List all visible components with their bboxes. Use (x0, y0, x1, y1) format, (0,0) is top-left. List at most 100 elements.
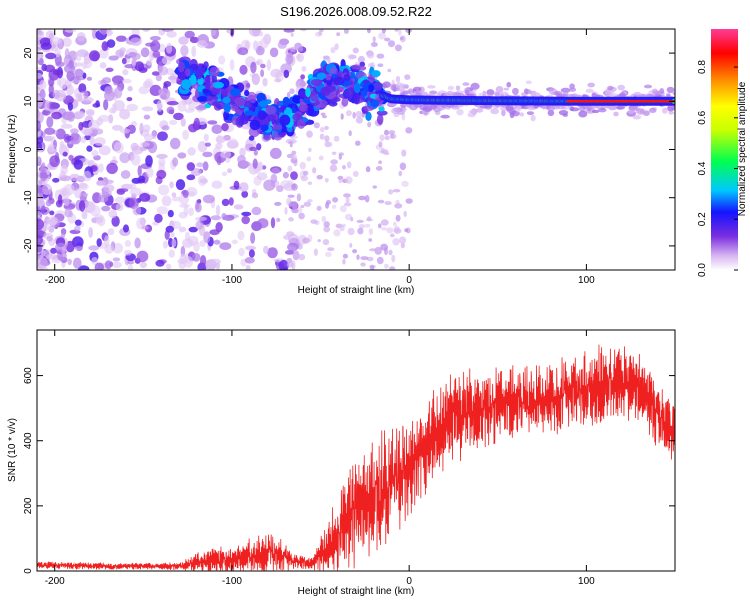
heatmap-cell-662 (280, 63, 292, 74)
heatmap-cell-904 (358, 224, 366, 229)
heatmap-cell-249 (45, 30, 56, 39)
heatmap-cell-819 (215, 142, 223, 150)
heatmap-cell-746 (57, 194, 63, 205)
heatmap-cell-895 (210, 215, 221, 221)
heatmap-cell-882 (67, 102, 73, 111)
heatmap-cell-713 (139, 261, 147, 269)
heatmap-cell-2262 (203, 61, 209, 69)
heatmap-cell-2234 (372, 81, 383, 91)
heatmap-cell-985 (324, 135, 330, 143)
heatmap-cell-169 (98, 48, 109, 59)
heatmap-cell-449 (41, 63, 47, 72)
heatmap-cell-1020 (390, 233, 395, 238)
heatmap-cell-839 (95, 180, 106, 187)
heatmap-cell-64 (108, 114, 114, 124)
heatmap-cell-1115 (324, 178, 329, 183)
heatmap-cell-349 (257, 218, 269, 229)
heatmap-cell-1579 (530, 114, 536, 122)
heatmap-cell-1462 (666, 86, 675, 94)
heatmap-cell-947 (306, 130, 313, 138)
heatmap-cell-701 (42, 110, 51, 116)
heatmap-cell-1077 (338, 179, 343, 184)
heatmap-cell-2187 (353, 93, 360, 105)
heatmap-cell-792 (37, 256, 48, 269)
heatmap-cell-293 (112, 257, 121, 262)
heatmap-cell-1659 (512, 87, 519, 95)
heatmap-cell-655 (113, 81, 119, 86)
colorbar: 0.0 0.2 0.4 0.6 0.8 Normalized spectral ampl… (697, 29, 748, 277)
heatmap-cell-759 (82, 192, 89, 197)
heatmap-cell-859 (182, 190, 189, 199)
heatmap-cell-2263 (280, 105, 286, 111)
heatmap-cell-16 (213, 239, 221, 245)
heatmap-cell-798 (50, 36, 62, 45)
heatmap-cell-897 (287, 242, 299, 252)
heatmap-cell-205 (103, 99, 109, 111)
heatmap-cell-809 (37, 135, 44, 145)
heatmap-cell-1074 (393, 226, 400, 233)
heatmap-cell-2141 (212, 101, 219, 107)
heatmap-cell-1510 (438, 105, 443, 112)
heatmap-cell-747 (60, 233, 66, 239)
heatmap-cell-805 (278, 259, 289, 270)
heatmap-cell-885 (37, 234, 43, 246)
heatmap-cell-758 (100, 79, 107, 86)
heatmap-cell-622 (74, 245, 83, 252)
heatmap-ytick-label-3: 10 (23, 95, 34, 107)
heatmap-cell-988 (300, 29, 307, 32)
heatmap-cell-2308 (181, 79, 192, 90)
heatmap-cell-1442 (558, 110, 569, 116)
heatmap-cell-901 (290, 32, 294, 37)
heatmap-cell-563 (72, 236, 84, 249)
heatmap-cell-984 (318, 155, 324, 161)
heatmap-cell-511 (183, 256, 194, 268)
heatmap-cell-1079 (317, 239, 321, 243)
heatmap-cell-1104 (291, 150, 297, 155)
heatmap-cell-1008 (287, 194, 295, 198)
heatmap-cell-670 (41, 162, 46, 170)
heatmap-cell-1578 (526, 111, 535, 115)
heatmap-cell-321 (123, 224, 129, 233)
heatmap-cell-790 (129, 187, 142, 196)
heatmap-cell-2292 (297, 118, 306, 129)
heatmap-cell-538 (89, 135, 95, 146)
heatmap-cell-1560 (607, 85, 614, 91)
heatmap-cell-213 (168, 119, 178, 126)
heatmap-cell-1055 (381, 29, 386, 34)
heatmap-cell-2193 (371, 70, 381, 78)
heatmap-cell-2221 (263, 134, 272, 141)
heatmap-cell-514 (178, 36, 189, 45)
heatmap-cell-679 (283, 29, 295, 33)
heatmap-xtick-label-1: -100 (222, 275, 242, 286)
heatmap-cell-537 (98, 145, 111, 156)
heatmap-cell-643 (191, 253, 201, 262)
heatmap-cell-2305 (244, 110, 254, 116)
heatmap-cell-1467 (632, 114, 642, 120)
heatmap-cell-344 (46, 116, 54, 128)
heatmap-cell-618 (266, 59, 272, 71)
heatmap-cell-1034 (389, 133, 397, 139)
heatmap-cell-534 (91, 217, 97, 224)
colorbar-tick-label-2: 0.4 (697, 161, 708, 175)
heatmap-cell-753 (37, 171, 41, 180)
heatmap-cell-503 (287, 180, 294, 185)
heatmap-cell-765 (47, 143, 55, 153)
heatmap-cell-2228 (243, 100, 253, 109)
heatmap-cell-733 (283, 69, 290, 79)
snr-background (37, 330, 675, 571)
heatmap-cell-2143 (316, 72, 327, 81)
heatmap-cell-613 (45, 199, 52, 207)
heatmap-cell-1601 (515, 105, 521, 113)
heatmap-cell-587 (256, 143, 262, 151)
heatmap-cell-689 (46, 254, 58, 260)
heatmap-cell-570 (78, 83, 87, 94)
heatmap-cell-295 (195, 216, 208, 221)
heatmap-cell-2286 (265, 105, 277, 115)
heatmap-cell-1145 (399, 236, 407, 244)
heatmap-cell-827 (220, 150, 232, 159)
heatmap-cell-1653 (464, 89, 470, 95)
heatmap-cell-1564 (648, 107, 657, 113)
heatmap-cell-450 (150, 40, 161, 52)
heatmap-cell-1638 (519, 112, 525, 117)
heatmap-cell-660 (269, 147, 282, 159)
